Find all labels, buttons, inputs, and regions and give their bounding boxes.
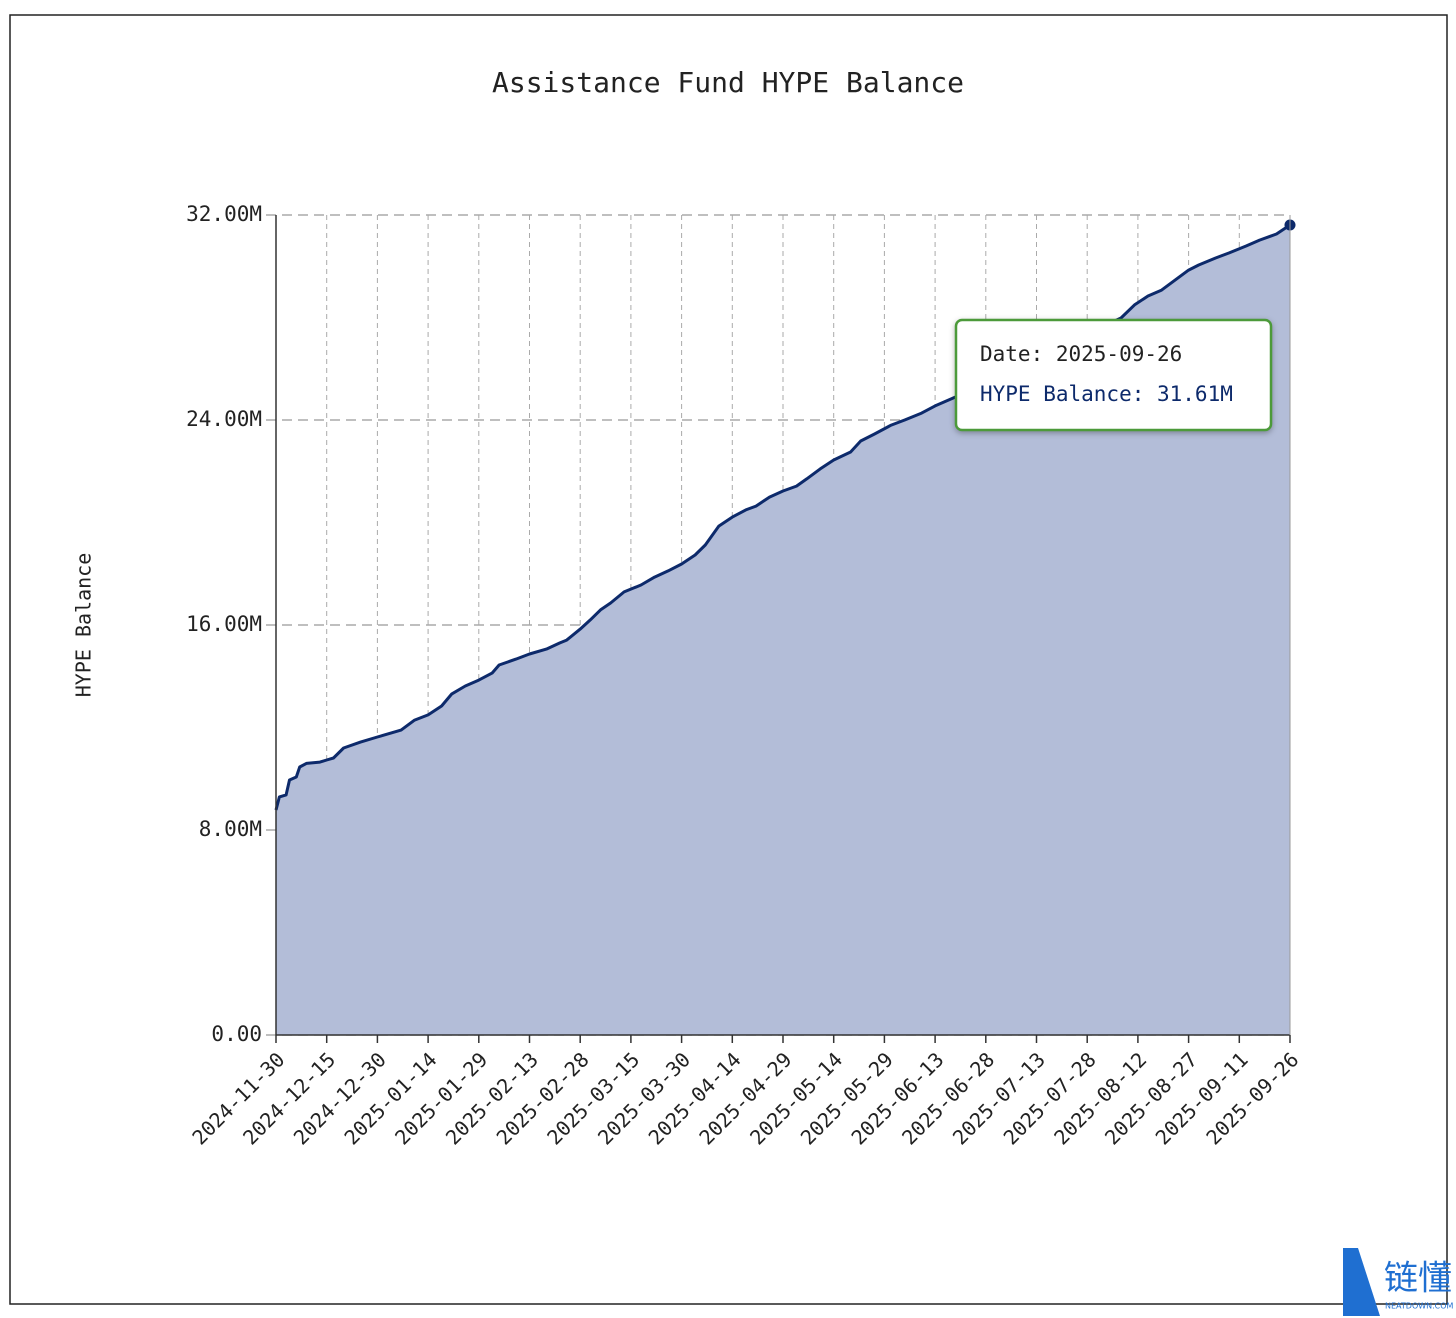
y-tick-label: 0.00 (211, 1022, 262, 1046)
chart-title: Assistance Fund HYPE Balance (492, 66, 964, 99)
line (274, 223, 1291, 811)
watermark-logo (1343, 1248, 1380, 1316)
tooltip: Date: 2025-09-26 HYPE Balance: 31.61M (954, 318, 1273, 432)
y-tick-label: 32.00M (186, 202, 262, 226)
tooltip-date: Date: 2025-09-26 (980, 342, 1182, 366)
y-tick-label: 24.00M (186, 407, 262, 431)
y-axis-label: HYPE Balance (72, 553, 96, 698)
tooltip-box (954, 318, 1273, 432)
watermark-brand: 链懂 (1384, 1259, 1452, 1299)
watermark: 链懂 NEATDOWN.COM (1343, 1248, 1454, 1316)
y-tick-label: 16.00M (186, 612, 262, 636)
watermark-site: NEATDOWN.COM (1385, 1302, 1454, 1311)
y-tick-label: 8.00M (199, 817, 262, 841)
tooltip-value: HYPE Balance: 31.61M (980, 382, 1233, 406)
